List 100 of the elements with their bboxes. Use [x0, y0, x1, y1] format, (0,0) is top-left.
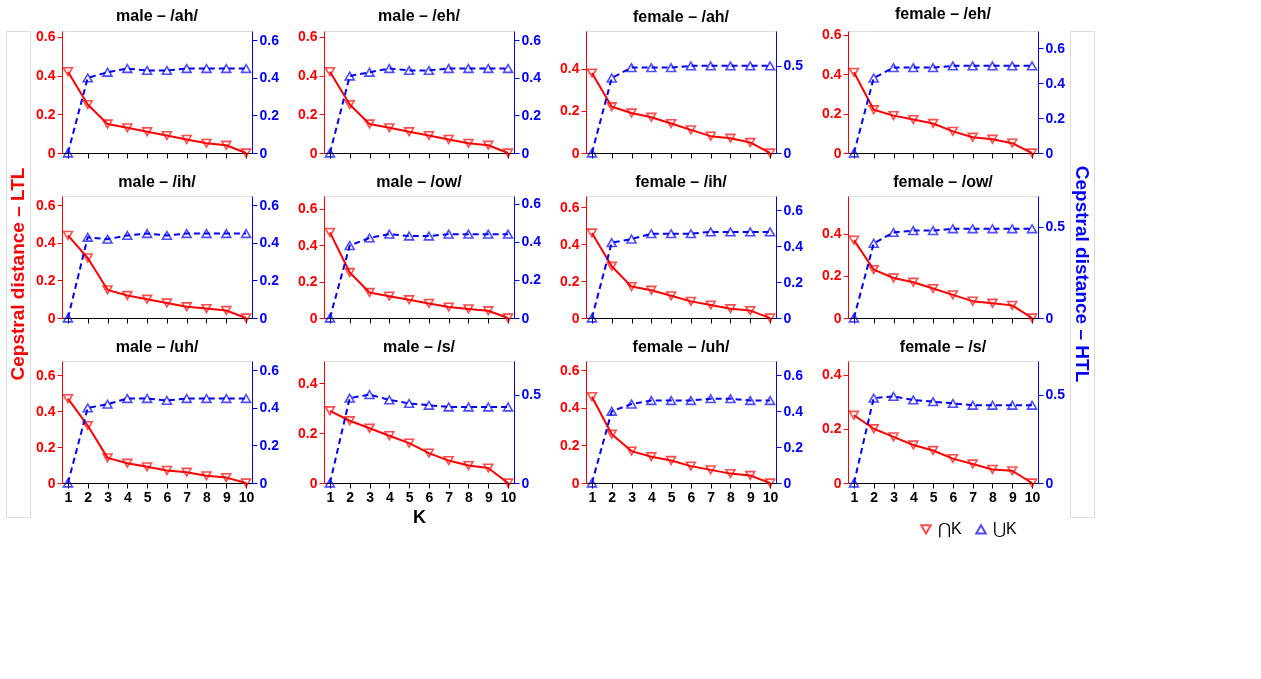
point	[665, 229, 677, 239]
point	[868, 73, 879, 83]
point	[201, 228, 212, 239]
point	[423, 448, 435, 458]
point	[221, 305, 232, 316]
point	[201, 63, 212, 74]
point	[848, 148, 860, 158]
point	[181, 302, 192, 312]
y-tick-label: 0.2	[36, 438, 56, 455]
point	[908, 277, 919, 287]
point	[646, 395, 657, 406]
x-tick-label: 10	[1024, 488, 1041, 505]
point	[987, 298, 998, 308]
chart-title: male – /eh/	[378, 6, 461, 24]
x-tick-label: 5	[667, 488, 676, 505]
point	[384, 123, 395, 133]
y2-tick-label: 0	[259, 474, 268, 491]
point	[221, 228, 232, 239]
point	[344, 240, 355, 251]
point	[141, 65, 153, 76]
point	[161, 65, 173, 76]
point	[82, 232, 93, 242]
point	[705, 61, 716, 71]
point	[908, 440, 919, 450]
y-tick-label: 0.6	[822, 26, 842, 43]
point	[947, 126, 959, 137]
y-tick-label: 0.2	[822, 267, 842, 284]
point	[240, 393, 252, 404]
y-tick-label: 0.4	[298, 236, 318, 253]
y-tick-label: 0.6	[36, 366, 56, 383]
point	[626, 108, 637, 118]
chart-title: male – /uh/	[115, 338, 199, 355]
x-tick-label: 8	[989, 488, 998, 505]
point	[947, 224, 959, 234]
point	[62, 313, 74, 323]
point	[764, 227, 776, 237]
y2-tick-label: 0.4	[783, 402, 804, 419]
x-tick-label: 6	[687, 488, 696, 505]
y-tick-label: 0.2	[298, 105, 318, 122]
point	[868, 105, 879, 115]
x-tick-label: 2	[870, 488, 879, 505]
point	[384, 395, 395, 405]
point	[181, 228, 192, 239]
x-tick-label: 9	[1008, 488, 1017, 505]
y-tick-label: 0.4	[560, 399, 580, 416]
y-tick-label: 0	[47, 144, 56, 161]
y-tick-label: 0.6	[36, 196, 56, 213]
point	[888, 227, 899, 238]
point	[181, 63, 192, 74]
chart-title: female – /ow/	[893, 173, 994, 190]
x-tick-label: 3	[104, 488, 113, 505]
point	[141, 393, 153, 404]
chart-title: female – /uh/	[632, 338, 731, 355]
y-tick-label: 0	[833, 144, 842, 161]
y2-tick-label: 0.6	[259, 196, 280, 213]
point	[122, 123, 133, 133]
point	[626, 62, 637, 73]
point	[927, 225, 939, 236]
point	[463, 402, 474, 412]
point	[344, 71, 355, 81]
y2-tick-label: 0	[783, 309, 792, 326]
x-tick-label: 8	[203, 488, 212, 505]
point	[344, 393, 355, 403]
point	[1007, 466, 1018, 476]
point	[62, 148, 74, 158]
chart-title: female – /s/	[899, 338, 987, 355]
y2-tick-label: 0.4	[521, 69, 542, 86]
x-tick-label: 1	[64, 488, 73, 505]
point	[586, 148, 598, 158]
point	[848, 67, 860, 77]
point	[161, 130, 173, 141]
point	[324, 406, 336, 416]
x-tick-label: 8	[465, 488, 474, 505]
point	[745, 137, 756, 148]
point	[665, 62, 677, 73]
point	[141, 294, 153, 304]
point	[141, 127, 153, 137]
point	[364, 423, 375, 433]
point	[82, 420, 93, 431]
y-tick-label: 0.4	[822, 366, 842, 383]
point	[987, 464, 998, 475]
y-tick-label: 0.4	[36, 67, 56, 84]
point	[502, 313, 514, 323]
x-tick-label: 1	[588, 488, 597, 505]
point	[324, 148, 336, 158]
y2-tick-label: 0.6	[259, 31, 280, 48]
point	[927, 445, 939, 456]
point	[384, 63, 395, 74]
point	[764, 395, 776, 406]
point	[502, 63, 514, 74]
chart-title: male – /ih/	[118, 173, 197, 190]
point	[181, 134, 192, 145]
point	[364, 233, 375, 243]
point	[423, 400, 435, 410]
y2-tick-label: 0.4	[521, 233, 542, 250]
y2-tick-label: 0.2	[521, 271, 542, 288]
point	[646, 452, 657, 462]
point	[685, 125, 697, 135]
point	[725, 394, 736, 404]
point	[423, 130, 435, 141]
